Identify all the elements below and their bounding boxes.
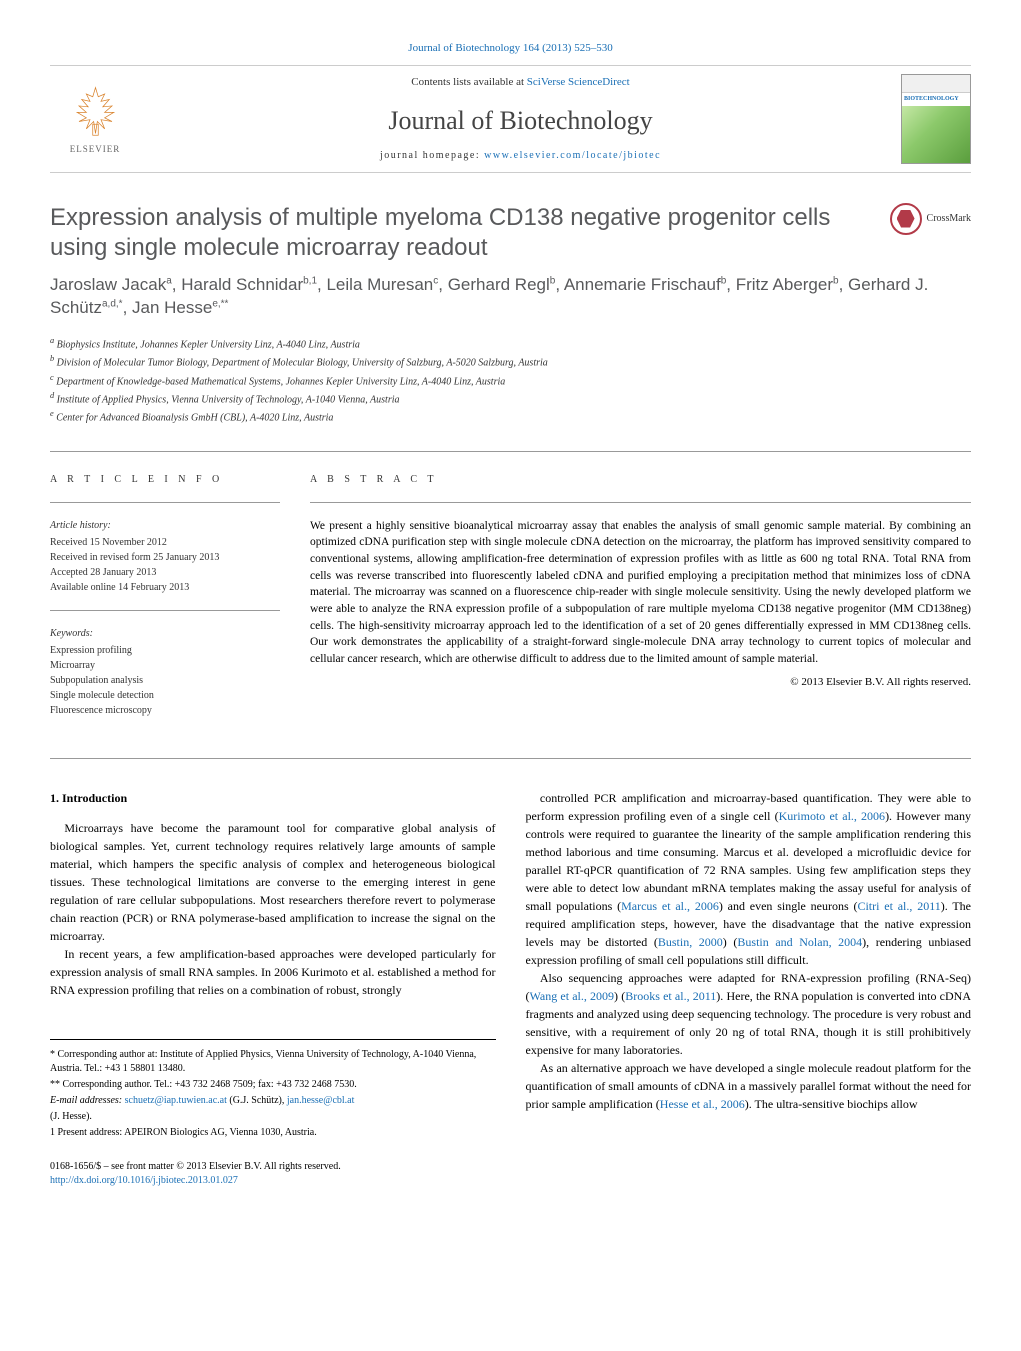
body-paragraph: Also sequencing approaches were adapted …: [526, 969, 972, 1059]
history-item: Available online 14 February 2013: [50, 580, 280, 595]
history-item: Accepted 28 January 2013: [50, 565, 280, 580]
contents-prefix: Contents lists available at: [411, 76, 526, 88]
email-2[interactable]: jan.hesse@cbl.at: [287, 1095, 355, 1106]
affiliation-item: e Center for Advanced Bioanalysis GmbH (…: [50, 408, 971, 425]
abstract-copyright: © 2013 Elsevier B.V. All rights reserved…: [310, 674, 971, 691]
emails-label: E-mail addresses:: [50, 1095, 125, 1106]
keyword-item: Expression profiling: [50, 643, 280, 658]
cover-header-strip: [902, 75, 970, 93]
issn-line: 0168-1656/$ – see front matter © 2013 El…: [50, 1160, 496, 1174]
body-paragraph: In recent years, a few amplification-bas…: [50, 945, 496, 999]
citation[interactable]: Kurimoto et al., 2006: [779, 809, 885, 823]
abstract-text: We present a highly sensitive bioanalyti…: [310, 518, 971, 668]
keywords-block: Keywords: Expression profilingMicroarray…: [50, 626, 280, 718]
journal-cover-thumbnail: BIOTECHNOLOGY: [901, 74, 971, 164]
title-row: Expression analysis of multiple myeloma …: [50, 203, 971, 263]
crossmark-icon: [890, 203, 922, 235]
email-line: E-mail addresses: schuetz@iap.tuwien.ac.…: [50, 1094, 496, 1108]
divider: [50, 610, 280, 611]
body-paragraph: Microarrays have become the paramount to…: [50, 819, 496, 945]
bottom-meta: 0168-1656/$ – see front matter © 2013 El…: [50, 1160, 496, 1188]
homepage-link[interactable]: www.elsevier.com/locate/jbiotec: [484, 150, 661, 161]
history-item: Received 15 November 2012: [50, 535, 280, 550]
body-columns: 1. Introduction Microarrays have become …: [50, 789, 971, 1188]
doi-link[interactable]: http://dx.doi.org/10.1016/j.jbiotec.2013…: [50, 1175, 238, 1186]
header-citation: Journal of Biotechnology 164 (2013) 525–…: [50, 40, 971, 57]
citation[interactable]: Hesse et al., 2006: [660, 1097, 745, 1111]
body-paragraph: controlled PCR amplification and microar…: [526, 789, 972, 969]
affiliation-list: a Biophysics Institute, Johannes Kepler …: [50, 335, 971, 426]
citation[interactable]: Wang et al., 2009: [530, 989, 615, 1003]
journal-homepage-line: journal homepage: www.elsevier.com/locat…: [140, 148, 901, 163]
affiliation-item: a Biophysics Institute, Johannes Kepler …: [50, 335, 971, 352]
present-address: 1 Present address: APEIRON Biologics AG,…: [50, 1126, 496, 1140]
keyword-item: Fluorescence microscopy: [50, 703, 280, 718]
author-list: Jaroslaw Jacaka, Harald Schnidarb,1, Lei…: [50, 273, 971, 321]
divider: [50, 502, 280, 503]
abstract-heading: A B S T R A C T: [310, 472, 971, 487]
citation[interactable]: Bustin, 2000: [658, 935, 723, 949]
article-info-heading: A R T I C L E I N F O: [50, 472, 280, 487]
affiliation-item: d Institute of Applied Physics, Vienna U…: [50, 390, 971, 407]
homepage-prefix: journal homepage:: [380, 150, 484, 161]
citation[interactable]: Marcus et al., 2006: [621, 899, 719, 913]
sciencedirect-link[interactable]: SciVerse ScienceDirect: [527, 76, 630, 88]
affiliation-item: c Department of Knowledge-based Mathemat…: [50, 372, 971, 389]
divider: [50, 758, 971, 759]
divider: [50, 451, 971, 452]
crossmark-label: CrossMark: [927, 211, 971, 226]
elsevier-label: ELSEVIER: [70, 143, 121, 157]
keyword-item: Single molecule detection: [50, 688, 280, 703]
email-1[interactable]: schuetz@iap.tuwien.ac.at: [125, 1095, 227, 1106]
section-1-heading: 1. Introduction: [50, 789, 496, 807]
keyword-item: Subpopulation analysis: [50, 673, 280, 688]
article-title: Expression analysis of multiple myeloma …: [50, 203, 890, 263]
info-abstract-row: A R T I C L E I N F O Article history: R…: [50, 472, 971, 733]
elsevier-logo: ELSEVIER: [50, 81, 140, 157]
body-paragraph: As an alternative approach we have devel…: [526, 1059, 972, 1113]
journal-header-row: ELSEVIER Contents lists available at Sci…: [50, 65, 971, 173]
cover-title: BIOTECHNOLOGY: [902, 93, 970, 106]
history-item: Received in revised form 25 January 2013: [50, 550, 280, 565]
journal-center-block: Contents lists available at SciVerse Sci…: [140, 74, 901, 163]
journal-name: Journal of Biotechnology: [140, 101, 901, 140]
corresponding-1: * Corresponding author at: Institute of …: [50, 1048, 496, 1076]
contents-available-line: Contents lists available at SciVerse Sci…: [140, 74, 901, 91]
column-right: controlled PCR amplification and microar…: [526, 789, 972, 1188]
footnotes: * Corresponding author at: Institute of …: [50, 1039, 496, 1140]
article-history-block: Article history: Received 15 November 20…: [50, 518, 280, 595]
citation[interactable]: Citri et al., 2011: [857, 899, 940, 913]
history-label: Article history:: [50, 518, 280, 533]
abstract-block: A B S T R A C T We present a highly sens…: [310, 472, 971, 733]
article-info-block: A R T I C L E I N F O Article history: R…: [50, 472, 280, 733]
citation[interactable]: Bustin and Nolan, 2004: [737, 935, 862, 949]
corresponding-2: ** Corresponding author. Tel.: +43 732 2…: [50, 1078, 496, 1092]
crossmark-widget[interactable]: CrossMark: [890, 203, 971, 235]
email-1-who: (G.J. Schütz),: [227, 1095, 287, 1106]
email-2-who: (J. Hesse).: [50, 1110, 496, 1124]
elsevier-tree-icon: [65, 81, 125, 141]
cover-image: [902, 106, 970, 163]
keywords-label: Keywords:: [50, 626, 280, 641]
citation[interactable]: Brooks et al., 2011: [625, 989, 716, 1003]
affiliation-item: b Division of Molecular Tumor Biology, D…: [50, 353, 971, 370]
divider: [310, 502, 971, 503]
column-left: 1. Introduction Microarrays have become …: [50, 789, 496, 1188]
keyword-item: Microarray: [50, 658, 280, 673]
